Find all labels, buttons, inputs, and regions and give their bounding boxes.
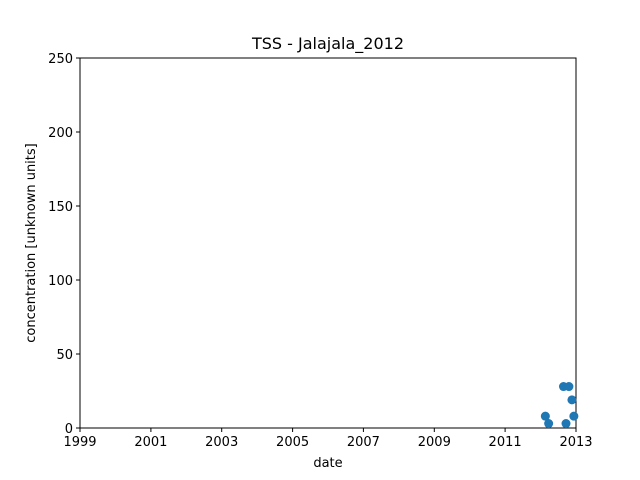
x-tick-label: 2009 <box>418 435 451 450</box>
x-tick-label: 2007 <box>347 435 380 450</box>
y-tick-label: 100 <box>48 274 73 289</box>
chart-title: TSS - Jalajala_2012 <box>251 34 404 54</box>
x-tick-label: 2001 <box>134 435 167 450</box>
y-axis-title: concentration [unknown units] <box>24 143 39 342</box>
data-point <box>544 419 554 429</box>
data-point <box>561 419 571 429</box>
data-point <box>567 395 577 405</box>
y-tick-label: 250 <box>48 52 73 67</box>
y-tick-label: 150 <box>48 200 73 215</box>
x-tick-label: 2003 <box>205 435 238 450</box>
x-tick-label: 1999 <box>63 435 96 450</box>
data-point <box>540 411 550 421</box>
x-axis-title: date <box>313 456 342 471</box>
data-points <box>540 382 579 429</box>
plot-area-frame <box>79 57 577 429</box>
data-point <box>569 411 579 421</box>
x-axis: 1999 2001 2003 2005 2007 2009 2011 2013 <box>63 428 593 450</box>
data-point <box>564 382 574 392</box>
y-tick-label: 200 <box>48 126 73 141</box>
x-tick-label: 2005 <box>276 435 309 450</box>
y-axis: 0 50 100 150 200 250 <box>48 52 80 437</box>
y-tick-label: 50 <box>56 348 73 363</box>
x-tick-label: 2013 <box>559 435 592 450</box>
y-tick-label: 0 <box>65 422 73 437</box>
x-tick-label: 2011 <box>489 435 522 450</box>
